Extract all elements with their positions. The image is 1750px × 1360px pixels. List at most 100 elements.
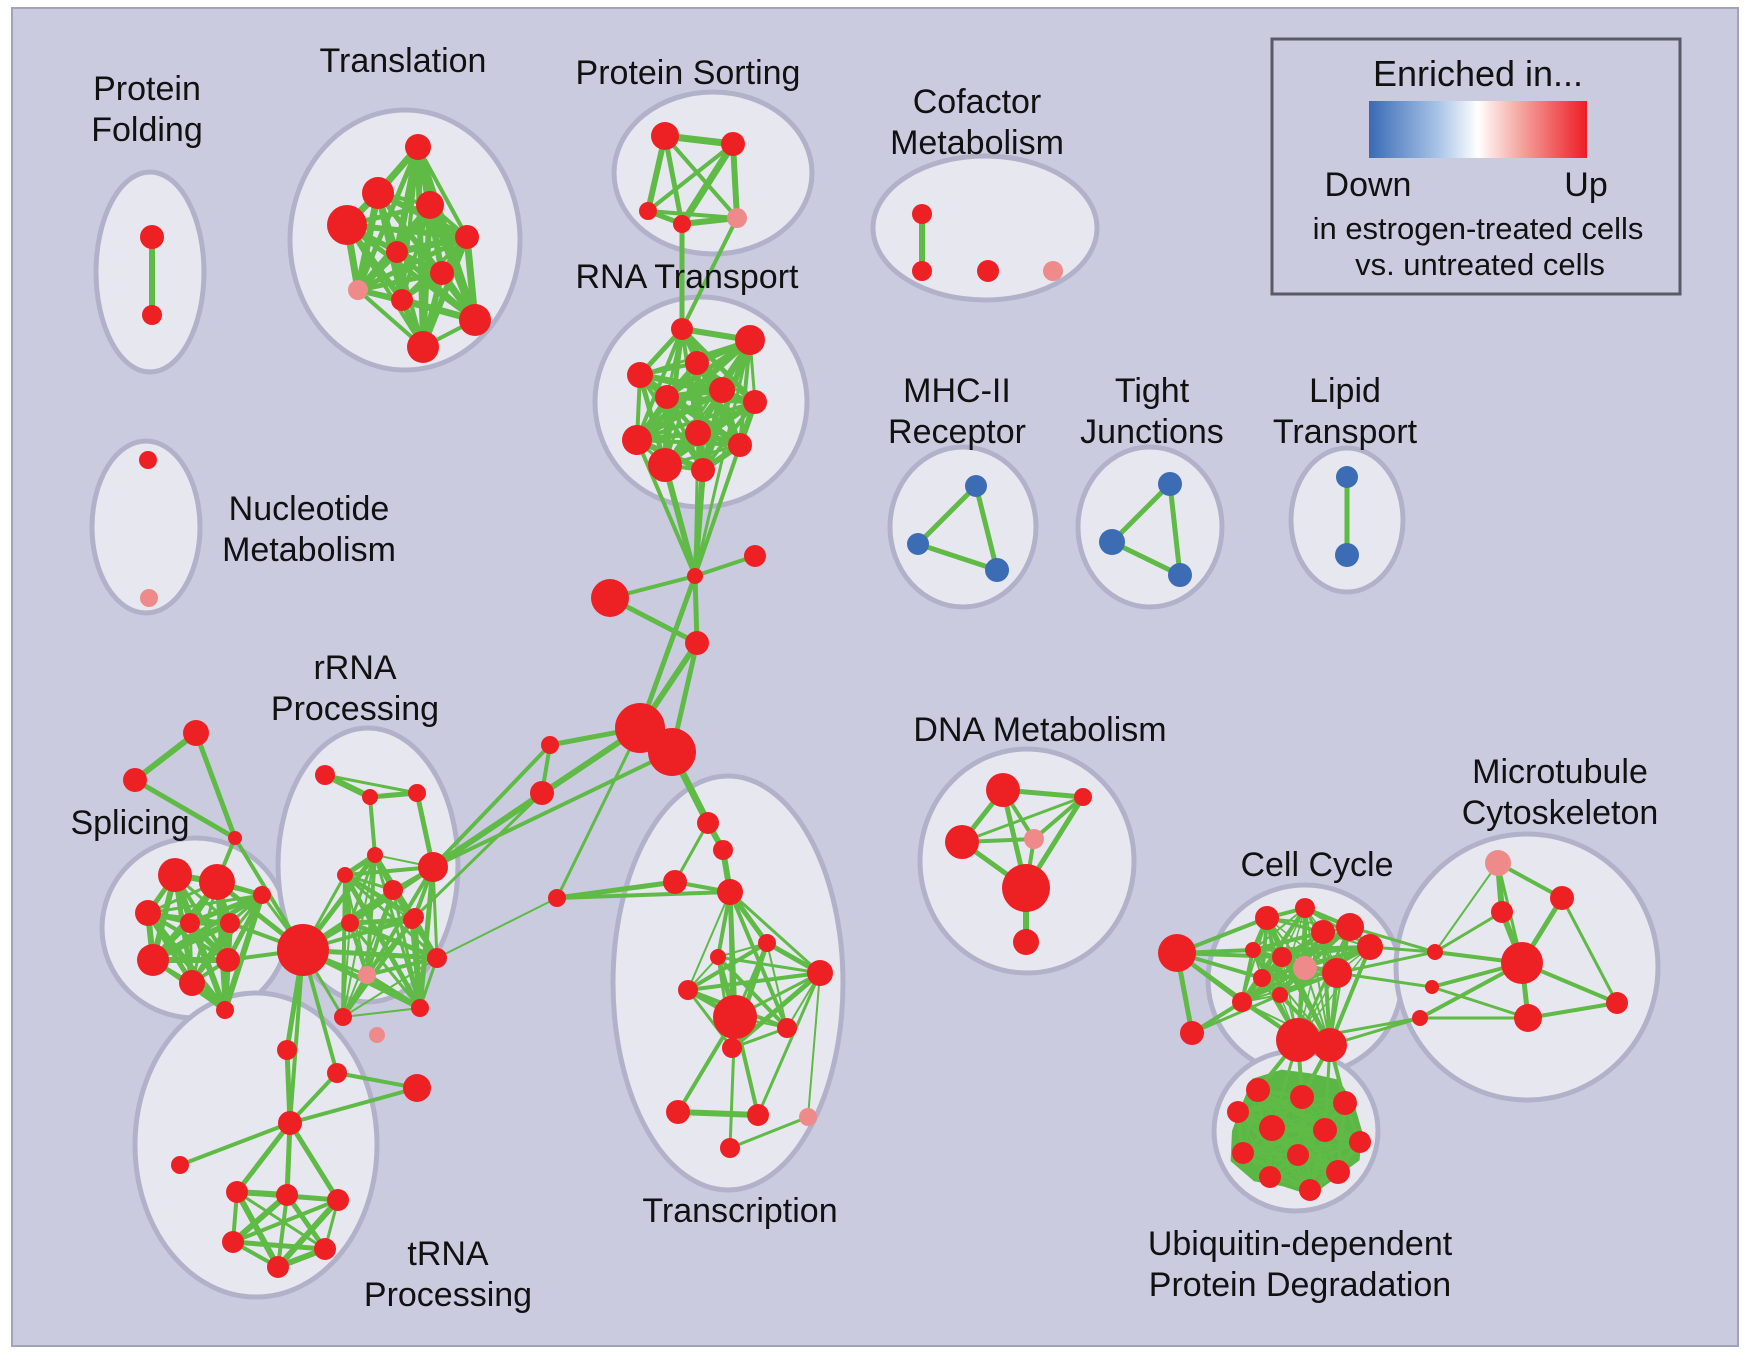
cluster-label-sp: Splicing — [70, 804, 189, 842]
node-mc3 — [1412, 1010, 1428, 1026]
edge-cc2-cc13 — [1190, 993, 1282, 1035]
node-ub10 — [1326, 1160, 1350, 1184]
node-lt2 — [1335, 543, 1359, 567]
node-cc13 — [1272, 987, 1288, 1003]
node-tx4 — [717, 879, 743, 905]
node-tr1 — [405, 134, 431, 160]
node-mt5 — [1514, 1004, 1542, 1032]
node-tr4 — [327, 205, 367, 245]
node-ps3 — [639, 202, 657, 220]
legend-gradient-bar — [1369, 101, 1587, 158]
cluster-ellipse-tj — [1075, 444, 1225, 610]
edge-rr7-rr13 — [391, 888, 422, 1010]
node-rr18 — [277, 1040, 297, 1060]
edge-hub1-ts1 — [555, 726, 642, 900]
edge-cc7-cc8 — [1251, 945, 1372, 952]
edge-ps1-ps5 — [663, 134, 739, 220]
edge-tx6-tx7 — [716, 955, 822, 975]
edge-rt1-rt8 — [635, 327, 684, 442]
node-ub11 — [1259, 1166, 1281, 1188]
node-rr17 — [403, 1074, 431, 1102]
edge-tx8-tx11 — [686, 988, 734, 1050]
node-dm4 — [1024, 829, 1044, 849]
edge-tn2-tn5 — [284, 1192, 328, 1252]
edge-rrh-rr19 — [288, 948, 305, 1125]
node-tn4 — [222, 1231, 244, 1253]
edge-ps5-rt1 — [680, 216, 739, 331]
edge-rr11-rr12 — [365, 956, 439, 977]
node-cc7 — [1357, 934, 1383, 960]
edge-tx7-tx8 — [686, 971, 822, 992]
edge-j1-hub1 — [637, 573, 698, 731]
edge-ps2-ps4 — [678, 140, 737, 228]
edge-tn2-tn6 — [276, 1193, 289, 1269]
node-tr8 — [348, 280, 368, 300]
node-cc8 — [1245, 942, 1261, 958]
node-rt2 — [735, 325, 765, 355]
legend-subtitle-line1: in estrogen-treated cells — [1313, 211, 1644, 246]
edge-rr5-rr9 — [348, 853, 377, 925]
legend-title: Enriched in... — [1373, 53, 1583, 94]
node-ub7 — [1349, 1131, 1371, 1153]
node-ub2 — [1290, 1085, 1314, 1109]
node-cf4 — [1043, 261, 1063, 281]
edge-cc6-mc1 — [1348, 925, 1437, 954]
node-mt6 — [1606, 992, 1628, 1014]
cluster-label-pf-line1: Protein — [93, 70, 201, 108]
edge-sp3-sp9 — [146, 893, 264, 915]
cluster-label-ps: Protein Sorting — [576, 54, 801, 92]
node-mt3 — [1491, 901, 1513, 923]
edge-rr19-tn2 — [284, 1120, 293, 1198]
cluster-label-cf-line1: Cofactor — [913, 83, 1042, 121]
node-rr1 — [315, 765, 335, 785]
node-cc11 — [1322, 958, 1352, 988]
node-tr11 — [407, 331, 439, 363]
cluster-ellipse-nm — [89, 438, 203, 616]
node-cc16 — [1313, 1028, 1347, 1062]
node-rr15 — [334, 1008, 352, 1026]
node-cc3 — [1255, 906, 1279, 930]
node-sp9 — [253, 886, 271, 904]
node-rr4 — [337, 867, 353, 883]
node-dm5 — [1002, 864, 1050, 912]
node-j3 — [591, 579, 629, 617]
node-tx2 — [713, 840, 733, 860]
edge-cc8-cc16 — [1252, 949, 1331, 1046]
edge-ps1-ps4 — [662, 133, 685, 227]
edge-cc4-cc8 — [1252, 907, 1306, 951]
node-rr19 — [278, 1111, 302, 1135]
node-cc5 — [1311, 920, 1335, 944]
edge-lc1-rr6 — [431, 743, 552, 869]
edge-cc7-cc9 — [1280, 945, 1372, 959]
node-tx6 — [710, 949, 726, 965]
node-ps5 — [727, 208, 747, 228]
node-mh2 — [907, 533, 929, 555]
edge-mc1-mt1 — [1434, 862, 1499, 953]
node-dm6 — [1013, 929, 1039, 955]
cluster-label-ub-line1: Ubiquitin-dependent — [1148, 1225, 1453, 1263]
nodes-layer — [123, 122, 1628, 1278]
node-sp6 — [137, 944, 169, 976]
node-ps4 — [673, 215, 691, 233]
edge-ts1-tx4 — [555, 890, 732, 900]
node-tx5 — [758, 934, 776, 952]
node-ub8 — [1232, 1142, 1254, 1164]
node-ub12 — [1299, 1179, 1321, 1201]
node-mt2 — [1550, 886, 1574, 910]
node-rt3 — [627, 362, 653, 388]
node-cc2 — [1180, 1021, 1204, 1045]
node-tr2 — [362, 177, 394, 209]
node-sp7 — [179, 970, 205, 996]
node-tr6 — [386, 241, 408, 263]
edge-ub7-ub11 — [1268, 1140, 1362, 1179]
edge-rr19-tn1 — [234, 1120, 293, 1195]
edge-rr13-rr15 — [342, 1007, 421, 1018]
node-sp5 — [220, 913, 240, 933]
node-ub3 — [1333, 1091, 1357, 1115]
edge-mh1-mh3 — [973, 483, 1000, 573]
node-rt4 — [685, 351, 709, 375]
node-cf2 — [912, 261, 932, 281]
node-tn7 — [171, 1156, 189, 1174]
node-rr12 — [358, 966, 376, 984]
